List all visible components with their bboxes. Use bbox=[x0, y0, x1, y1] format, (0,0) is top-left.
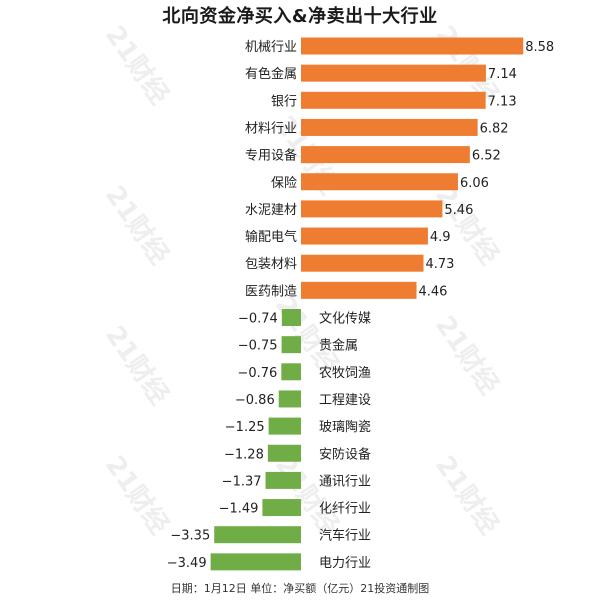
bar bbox=[301, 146, 470, 164]
bar bbox=[278, 390, 301, 408]
watermark-text: 21财经 bbox=[99, 450, 175, 540]
bar bbox=[210, 553, 301, 571]
watermark-text: 21财经 bbox=[429, 450, 505, 540]
value-label: −0.76 bbox=[237, 366, 277, 381]
value-label: 6.82 bbox=[480, 121, 509, 136]
watermark-text: 21财经 bbox=[99, 180, 175, 270]
category-label: 材料行业 bbox=[245, 121, 297, 136]
bar bbox=[214, 526, 301, 544]
value-label: −3.35 bbox=[170, 529, 210, 544]
bars-layer bbox=[210, 37, 524, 571]
category-label: 包装材料 bbox=[245, 257, 297, 272]
bar bbox=[301, 281, 417, 299]
watermark-text: 21财经 bbox=[99, 320, 175, 410]
category-label: 安防设备 bbox=[319, 446, 371, 462]
bar bbox=[265, 471, 301, 489]
value-label: 7.14 bbox=[488, 67, 517, 82]
chart-footnote: 日期：1月12日 单位：净买额（亿元）21投资通制图 bbox=[170, 582, 430, 595]
value-label: −1.49 bbox=[219, 502, 259, 517]
value-label: −0.86 bbox=[235, 393, 275, 408]
bar bbox=[301, 37, 524, 55]
value-label: 4.46 bbox=[419, 284, 448, 299]
category-label: 文化传媒 bbox=[319, 312, 371, 327]
category-label: 有色金属 bbox=[245, 66, 297, 82]
category-label: 保险 bbox=[271, 176, 297, 191]
chart-title: 北向资金净买入&净卖出十大行业 bbox=[162, 6, 438, 27]
category-label: 工程建设 bbox=[319, 393, 371, 408]
value-label: 6.52 bbox=[472, 149, 501, 164]
category-label: 汽车行业 bbox=[319, 528, 371, 544]
bar bbox=[262, 499, 301, 517]
bar bbox=[301, 200, 443, 218]
category-label: 输配电气 bbox=[245, 229, 297, 245]
category-label: 机械行业 bbox=[245, 40, 297, 55]
category-label: 贵金属 bbox=[319, 338, 358, 354]
watermark-text: 21财经 bbox=[429, 310, 505, 400]
bar bbox=[301, 118, 478, 136]
bar bbox=[281, 336, 301, 354]
value-label: 7.13 bbox=[488, 94, 517, 109]
category-label: 农牧饲渔 bbox=[319, 366, 371, 381]
category-label: 水泥建材 bbox=[245, 203, 297, 218]
bar bbox=[301, 254, 424, 272]
bar bbox=[301, 64, 486, 82]
category-label: 玻璃陶瓷 bbox=[319, 419, 371, 435]
category-label: 通讯行业 bbox=[319, 474, 371, 489]
value-label: 5.46 bbox=[444, 203, 473, 218]
value-label: −3.49 bbox=[167, 556, 207, 571]
value-label: 8.58 bbox=[525, 40, 554, 55]
bar bbox=[267, 444, 301, 462]
category-label: 专用设备 bbox=[245, 148, 297, 164]
bar bbox=[301, 91, 486, 109]
value-label: −1.28 bbox=[224, 447, 264, 462]
value-label: 6.06 bbox=[460, 176, 489, 191]
bar bbox=[281, 309, 301, 326]
value-label: −1.37 bbox=[222, 474, 262, 489]
category-label: 化纤行业 bbox=[319, 502, 371, 517]
labels-layer: 机械行业 8.58 有色金属 7.14 银行 7.13 材料行业 6.82 专用设备 6.52 保险… bbox=[167, 40, 554, 571]
value-label: −0.74 bbox=[238, 312, 278, 327]
value-label: −1.25 bbox=[225, 420, 265, 435]
value-label: −0.75 bbox=[238, 339, 278, 354]
bar bbox=[281, 363, 301, 381]
value-label: 4.73 bbox=[426, 257, 455, 272]
category-label: 医药制造 bbox=[245, 284, 297, 299]
category-label: 银行 bbox=[271, 94, 297, 109]
value-label: 4.9 bbox=[430, 230, 451, 245]
bar bbox=[301, 173, 458, 191]
bar bbox=[301, 227, 428, 245]
bar bbox=[268, 417, 301, 435]
category-label: 电力行业 bbox=[319, 556, 371, 571]
watermark-text: 21财经 bbox=[99, 20, 175, 110]
